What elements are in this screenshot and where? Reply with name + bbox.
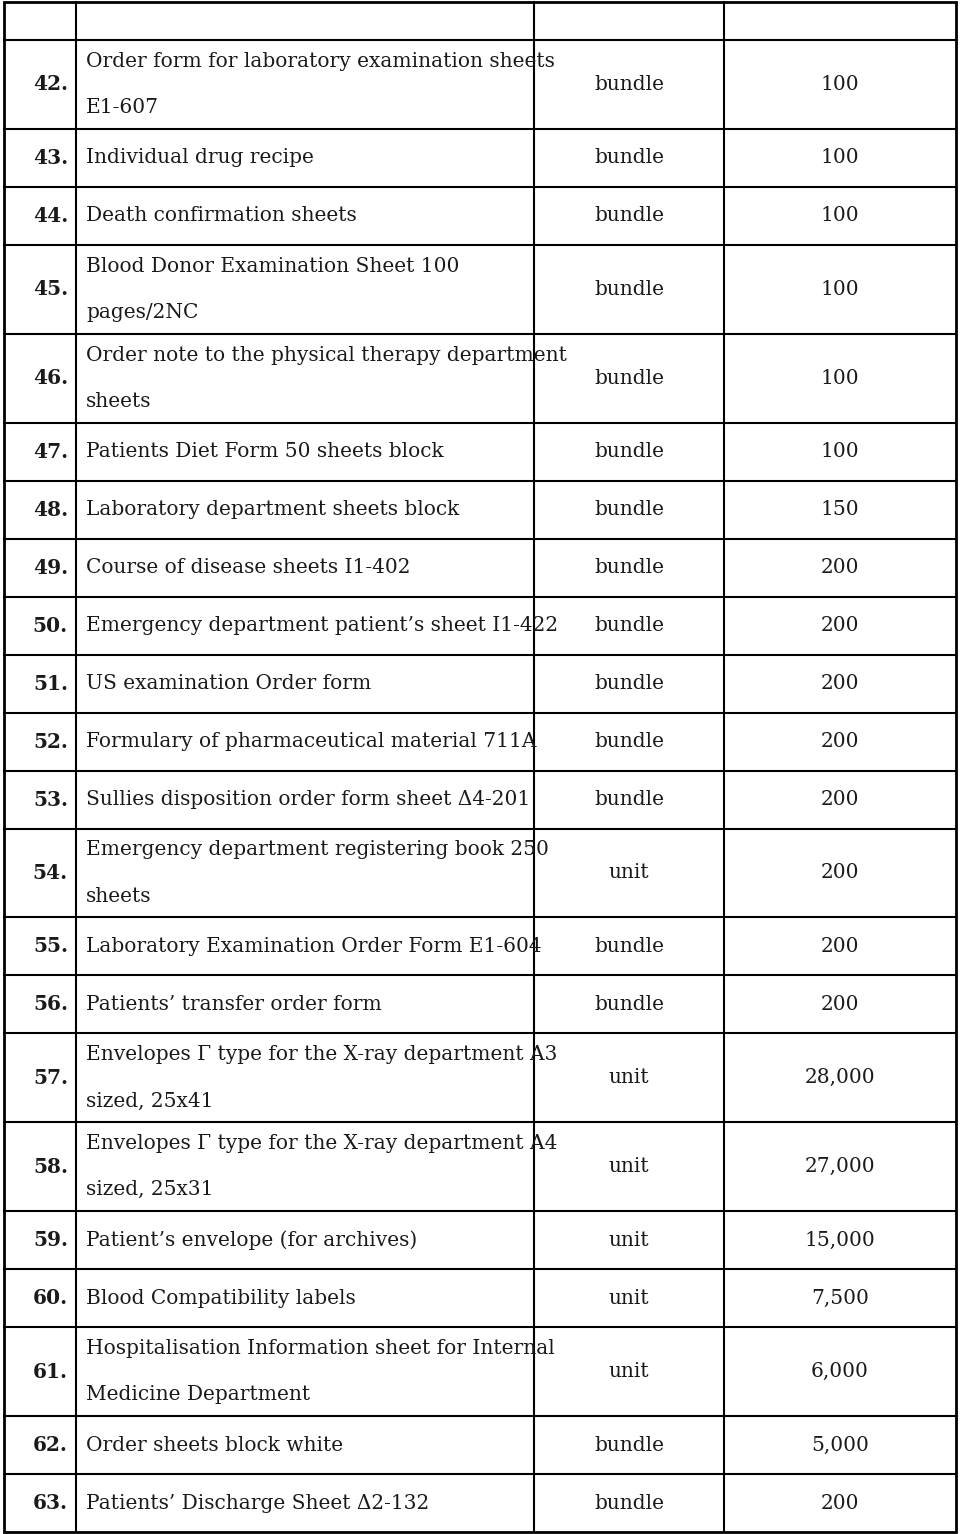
Text: Formulary of pharmaceutical material 711A: Formulary of pharmaceutical material 711… [86,732,537,752]
Text: Order form for laboratory examination sheets: Order form for laboratory examination sh… [86,52,555,71]
Text: Envelopes Γ type for the X-ray department A3: Envelopes Γ type for the X-ray departmen… [86,1045,558,1065]
Text: 61.: 61. [33,1362,68,1382]
Text: Emergency department patient’s sheet I1-422: Emergency department patient’s sheet I1-… [86,617,558,635]
Text: 45.: 45. [33,279,68,299]
Text: 50.: 50. [33,615,68,635]
Text: 48.: 48. [33,500,68,520]
Text: bundle: bundle [594,617,664,635]
Text: 100: 100 [821,75,859,94]
Text: bundle: bundle [594,673,664,693]
Text: 53.: 53. [33,790,68,810]
Text: 46.: 46. [33,368,68,388]
Text: Envelopes Γ type for the X-ray department A4: Envelopes Γ type for the X-ray departmen… [86,1134,558,1154]
Text: Laboratory department sheets block: Laboratory department sheets block [86,500,459,518]
Text: sized, 25x41: sized, 25x41 [86,1092,213,1111]
Text: bundle: bundle [594,149,664,167]
Text: sheets: sheets [86,391,152,411]
Text: Medicine Department: Medicine Department [86,1385,310,1404]
Text: unit: unit [609,1068,649,1088]
Text: unit: unit [609,1362,649,1381]
Text: Hospitalisation Information sheet for Internal: Hospitalisation Information sheet for In… [86,1339,555,1358]
Text: 47.: 47. [33,442,68,462]
Text: bundle: bundle [594,1436,664,1454]
Text: bundle: bundle [594,368,664,388]
Text: 56.: 56. [33,994,68,1014]
Text: 200: 200 [821,732,859,752]
Text: 200: 200 [821,937,859,956]
Text: 200: 200 [821,1494,859,1513]
Text: bundle: bundle [594,790,664,808]
Text: 62.: 62. [34,1434,68,1456]
Text: E1-607: E1-607 [86,98,159,117]
Text: Patients’ Discharge Sheet Δ2-132: Patients’ Discharge Sheet Δ2-132 [86,1494,429,1513]
Text: 60.: 60. [33,1289,68,1309]
Text: bundle: bundle [594,937,664,956]
Text: bundle: bundle [594,1494,664,1513]
Text: 54.: 54. [33,864,68,884]
Text: 5,000: 5,000 [811,1436,869,1454]
Text: Emergency department registering book 250: Emergency department registering book 25… [86,841,549,859]
Text: Death confirmation sheets: Death confirmation sheets [86,207,357,225]
Text: 51.: 51. [33,673,68,693]
Text: 150: 150 [821,500,859,518]
Text: bundle: bundle [594,442,664,462]
Text: Order sheets block white: Order sheets block white [86,1436,343,1454]
Text: bundle: bundle [594,279,664,299]
Text: 57.: 57. [33,1068,68,1088]
Text: bundle: bundle [594,558,664,577]
Text: unit: unit [609,1230,649,1250]
Text: Blood Donor Examination Sheet 100: Blood Donor Examination Sheet 100 [86,256,460,276]
Text: Laboratory Examination Order Form E1-604: Laboratory Examination Order Form E1-604 [86,937,541,956]
Text: 52.: 52. [34,732,68,752]
Text: 49.: 49. [33,557,68,578]
Text: bundle: bundle [594,732,664,752]
Text: bundle: bundle [594,500,664,518]
Text: 43.: 43. [33,147,68,167]
Text: 15,000: 15,000 [804,1230,876,1250]
Text: 28,000: 28,000 [804,1068,876,1088]
Text: unit: unit [609,1289,649,1307]
Text: 7,500: 7,500 [811,1289,869,1307]
Text: 200: 200 [821,790,859,808]
Text: 27,000: 27,000 [804,1157,876,1177]
Text: Blood Compatibility labels: Blood Compatibility labels [86,1289,356,1307]
Text: 200: 200 [821,864,859,882]
Text: bundle: bundle [594,996,664,1014]
Text: 200: 200 [821,996,859,1014]
Text: 42.: 42. [33,75,68,95]
Text: unit: unit [609,1157,649,1177]
Text: 200: 200 [821,673,859,693]
Text: 63.: 63. [33,1493,68,1513]
Text: 44.: 44. [33,206,68,225]
Text: Patient’s envelope (for archives): Patient’s envelope (for archives) [86,1230,418,1250]
Text: pages/2NC: pages/2NC [86,302,199,322]
Text: 100: 100 [821,442,859,462]
Text: Course of disease sheets I1-402: Course of disease sheets I1-402 [86,558,411,577]
Text: 200: 200 [821,558,859,577]
Text: 59.: 59. [33,1230,68,1250]
Text: Order note to the physical therapy department: Order note to the physical therapy depar… [86,345,566,365]
Text: 100: 100 [821,149,859,167]
Text: US examination Order form: US examination Order form [86,673,372,693]
Text: Patients Diet Form 50 sheets block: Patients Diet Form 50 sheets block [86,442,444,462]
Text: bundle: bundle [594,207,664,225]
Text: unit: unit [609,864,649,882]
Text: 55.: 55. [33,936,68,956]
Text: 100: 100 [821,368,859,388]
Text: 100: 100 [821,207,859,225]
Text: sheets: sheets [86,887,152,905]
Text: Individual drug recipe: Individual drug recipe [86,149,314,167]
Text: 58.: 58. [33,1157,68,1177]
Text: 200: 200 [821,617,859,635]
Text: 100: 100 [821,279,859,299]
Text: 6,000: 6,000 [811,1362,869,1381]
Text: Patients’ transfer order form: Patients’ transfer order form [86,996,382,1014]
Text: Sullies disposition order form sheet Δ4-201: Sullies disposition order form sheet Δ4-… [86,790,530,808]
Text: sized, 25x31: sized, 25x31 [86,1180,213,1200]
Text: bundle: bundle [594,75,664,94]
